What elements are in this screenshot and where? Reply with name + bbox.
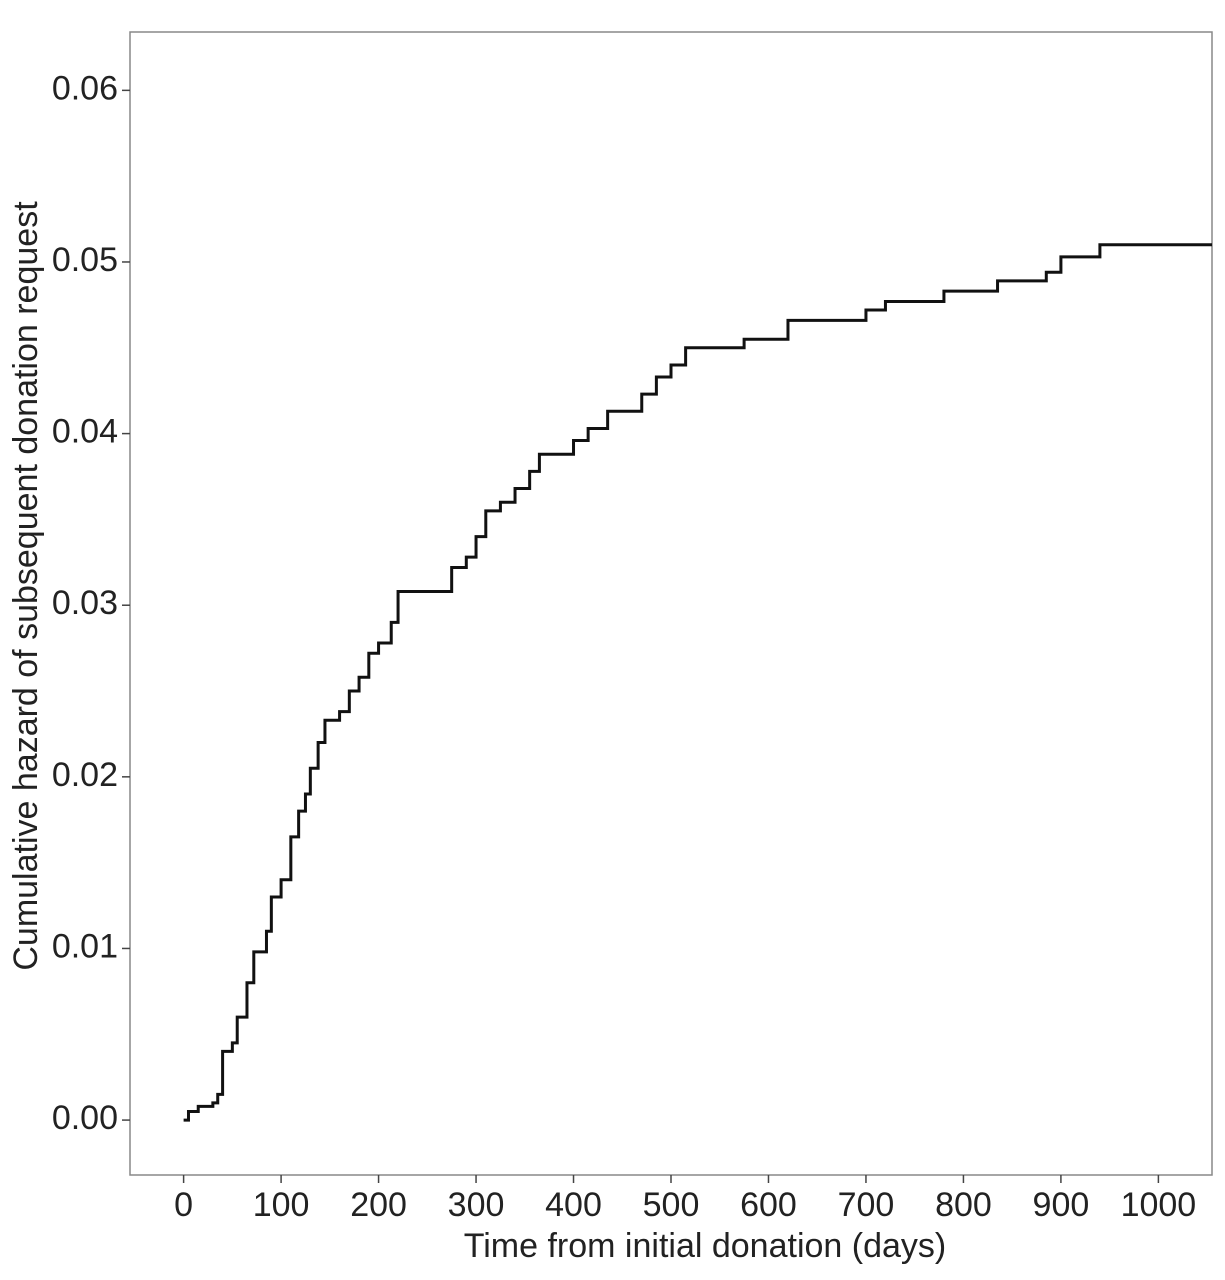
- y-axis-label: Cumulative hazard of subsequent donation…: [7, 201, 45, 971]
- x-tick-label: 0: [174, 1186, 193, 1224]
- x-tick-label: 700: [838, 1186, 895, 1224]
- y-tick-label: 0.02: [52, 756, 118, 794]
- x-tick-label: 100: [253, 1186, 310, 1224]
- y-tick-label: 0.06: [52, 69, 118, 107]
- x-tick-label: 500: [643, 1186, 700, 1224]
- x-tick-label: 400: [545, 1186, 602, 1224]
- hazard-line: [183, 243, 1212, 1122]
- x-tick-label: 300: [448, 1186, 505, 1224]
- x-tick-label: 800: [935, 1186, 992, 1224]
- x-tick-label: 900: [1033, 1186, 1090, 1224]
- y-tick-label: 0.00: [52, 1099, 118, 1137]
- y-tick-label: 0.01: [52, 927, 118, 965]
- x-tick-label: 1000: [1121, 1186, 1197, 1224]
- y-tick-label: 0.03: [52, 584, 118, 622]
- x-tick-label: 600: [740, 1186, 797, 1224]
- y-tick-label: 0.04: [52, 413, 118, 451]
- y-tick-label: 0.05: [52, 241, 118, 279]
- x-tick-label: 200: [350, 1186, 407, 1224]
- x-axis-label: Time from initial donation (days): [464, 1227, 946, 1265]
- plot-frame: [129, 31, 1213, 1176]
